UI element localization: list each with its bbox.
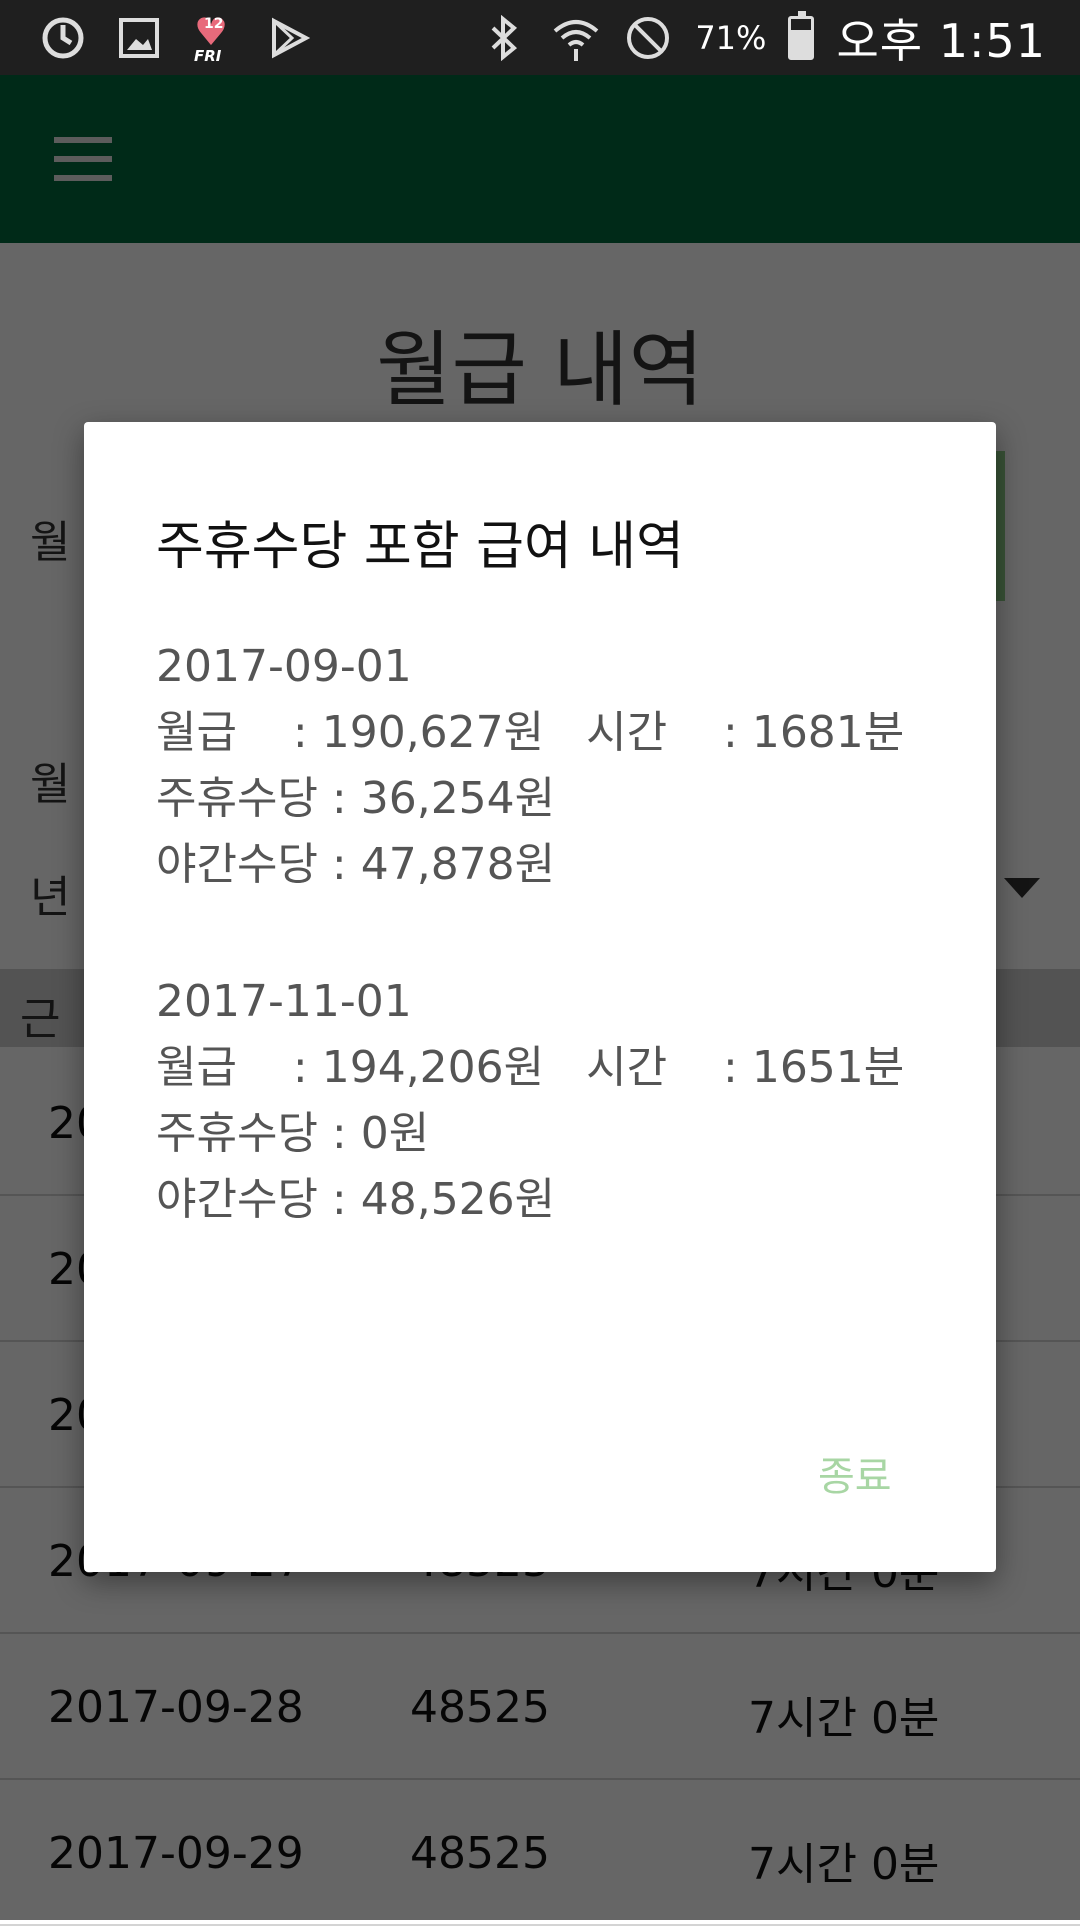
entry-night-allowance: 야간수당 : 47,878원	[156, 839, 556, 890]
salary-entry: 2017-11-01 월급 : 194,206원 시간 : 1651분 주휴수당…	[156, 969, 904, 1233]
sync-icon	[38, 13, 88, 63]
entry-holiday-allowance: 주휴수당 : 0원	[156, 1108, 430, 1159]
play-store-icon	[264, 13, 314, 63]
do-not-disturb-icon	[623, 13, 673, 63]
entry-date: 2017-11-01	[156, 976, 412, 1027]
entry-holiday-allowance: 주휴수당 : 36,254원	[156, 773, 556, 824]
entry-date: 2017-09-01	[156, 641, 412, 692]
entry-salary-line: 월급 : 194,206원 시간 : 1651분	[156, 1042, 905, 1093]
close-button[interactable]: 종료	[818, 1454, 892, 1500]
salary-detail-dialog: 주휴수당 포함 급여 내역 2017-09-01 월급 : 190,627원 시…	[84, 422, 996, 1572]
battery-percent: 71%	[695, 18, 767, 57]
entry-salary-line: 월급 : 190,627원 시간 : 1681분	[156, 707, 905, 758]
battery-icon	[788, 10, 815, 60]
bluetooth-icon	[479, 13, 529, 63]
status-bar: ♥ 12 FRI 71% 오후 1:51	[0, 0, 1080, 75]
heart-weekday: FRI	[194, 46, 222, 65]
clock: 오후 1:51	[836, 13, 1046, 68]
heart-calendar-icon: ♥ 12 FRI	[194, 9, 229, 65]
dialog-title: 주휴수당 포함 급여 내역	[156, 517, 684, 577]
salary-entry: 2017-09-01 월급 : 190,627원 시간 : 1681분 주휴수당…	[156, 634, 904, 898]
gallery-icon	[114, 13, 164, 63]
heart-day: 12	[204, 15, 224, 32]
wifi-icon	[551, 13, 601, 63]
entry-night-allowance: 야간수당 : 48,526원	[156, 1174, 556, 1225]
